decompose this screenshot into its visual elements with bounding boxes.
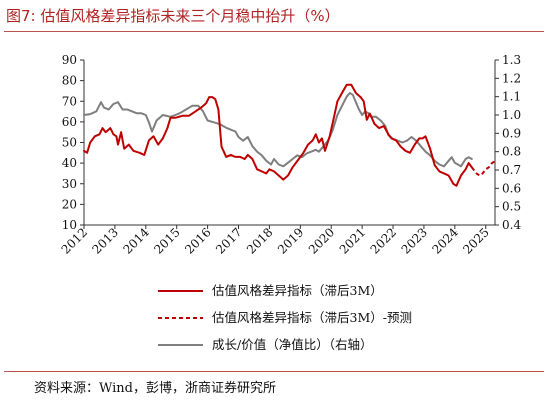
right-tick-label: 0.4 [502,218,521,232]
legend-label: 估值风格差异指标（滞后3M） [212,283,383,298]
left-tick-label: 80 [62,74,77,88]
source-divider [4,371,544,372]
left-axis-ticks: 90 80 70 60 50 40 30 20 10 [62,53,84,232]
x-tick-label: 2024 [429,225,461,257]
right-tick-label: 0.6 [502,181,521,195]
series-valuation-spread-forecast [471,160,496,177]
right-tick-label: 0.7 [502,163,521,177]
x-tick-label: 2022 [368,225,399,256]
left-tick-label: 90 [62,53,77,67]
source-note: 资料来源：Wind，彭博，浙商证券研究所 [34,381,276,396]
x-tick-label: 2018 [244,225,275,256]
left-tick-label: 70 [62,94,77,108]
right-tick-label: 1.3 [502,53,521,67]
figure-title: 图7: 估值风格差异指标未来三个月稳中抬升（%） [6,7,340,25]
x-tick-label: 2014 [120,225,152,257]
x-tick-label: 2015 [151,225,182,256]
plot-area: 90 80 70 60 50 40 30 20 10 1.3 1.2 1.1 1.0 0.9 0.8 0.7… [59,53,522,257]
chart: 90 80 70 60 50 40 30 20 10 1.3 1.2 1.1 1.0 0.9 0.8 0.7… [59,53,522,352]
right-tick-label: 0.9 [502,126,521,140]
x-tick-label: 2016 [182,225,213,256]
left-tick-label: 10 [62,218,77,232]
legend-label: 估值风格差异指标（滞后3M）-预测 [212,310,412,325]
right-tick-label: 1.2 [502,71,521,85]
right-tick-label: 0.8 [502,145,521,159]
right-tick-label: 1.1 [502,90,521,104]
x-tick-label: 2020 [306,225,337,256]
right-tick-label: 1.0 [502,108,521,122]
x-tick-label: 2017 [213,225,244,256]
x-tick-label: 2025 [460,225,491,256]
x-tick-label: 2019 [275,225,306,256]
x-tick-label: 2013 [90,225,121,256]
right-tick-label: 0.5 [502,200,521,214]
series-valuation-spread [83,83,473,187]
left-tick-label: 30 [62,177,77,191]
legend: 估值风格差异指标（滞后3M） 估值风格差异指标（滞后3M）-预测成长/价值（净值比… [158,283,412,352]
left-tick-label: 40 [62,156,77,170]
x-axis-ticks: 2012 2013 2014 2015 2016 2017 2018 2019 2020 2021… [59,225,492,257]
left-tick-label: 60 [62,115,77,129]
left-tick-label: 20 [62,197,77,211]
legend-label: 成长/价值（净值比）（右轴） [212,337,372,352]
x-tick-label: 2021 [337,225,368,256]
title-divider [4,31,544,32]
left-tick-label: 50 [62,136,77,150]
series-growth-value-ratio [83,92,473,168]
x-tick-label: 2023 [399,225,430,256]
series-layer [83,83,496,187]
right-axis-ticks: 1.3 1.2 1.1 1.0 0.9 0.8 0.7 0.6 0.5 0.4 [495,53,521,232]
